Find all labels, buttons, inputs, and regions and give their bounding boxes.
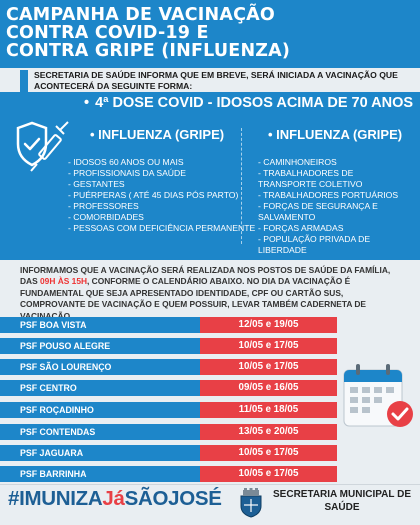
list-item: - FORÇAS ARMADAS bbox=[258, 223, 344, 233]
title-line: CONTRA GRIPE (INFLUENZA) bbox=[6, 41, 291, 61]
influenza-right-title-text: INFLUENZA (GRIPE) bbox=[276, 127, 403, 142]
hashtag-part-2: Já bbox=[102, 487, 125, 510]
list-item: - POPULAÇÃO PRIVADA DE LIBERDADE bbox=[258, 234, 371, 255]
vaccination-notice: INFORMAMOS QUE A VACINAÇÃO SERÁ REALIZAD… bbox=[20, 265, 408, 322]
schedule-dates: 10/05 e 17/05 bbox=[200, 359, 337, 375]
secretaria-name: SECRETARIA MUNICIPAL DE SAÚDE bbox=[273, 489, 411, 513]
schedule-dates: 10/05 e 17/05 bbox=[200, 338, 337, 354]
schedule-site: PSF BARRINHA bbox=[0, 466, 200, 482]
fourth-dose-text: 4ª DOSE COVID - IDOSOS ACIMA DE 70 ANOS bbox=[95, 95, 414, 111]
fourth-dose-title: • 4ª DOSE COVID - IDOSOS ACIMA DE 70 ANOS bbox=[84, 95, 413, 111]
hashtag-part-3: SÃOJOSÉ bbox=[124, 487, 222, 510]
list-item: - COMORBIDADES bbox=[68, 212, 144, 222]
list-item: - IDOSOS 60 ANOS OU MAIS bbox=[68, 157, 184, 167]
title-line: CAMPANHA DE VACINAÇÃO bbox=[6, 5, 275, 25]
intro-text: SECRETARIA DE SAÚDE INFORMA QUE EM BREVE… bbox=[34, 70, 398, 91]
influenza-left-title: • INFLUENZA (GRIPE) bbox=[90, 127, 225, 142]
schedule-row: PSF POUSO ALEGRE 10/05 e 17/05 bbox=[0, 338, 420, 354]
schedule-row: PSF JAGUARA 10/05 e 17/05 bbox=[0, 445, 420, 461]
intro-box: SECRETARIA DE SAÚDE INFORMA QUE EM BREVE… bbox=[20, 70, 405, 92]
header-banner: CAMPANHA DE VACINAÇÃO CONTRA COVID-19 E … bbox=[0, 0, 420, 68]
calendar-check-icon bbox=[343, 364, 413, 427]
municipal-crest-icon bbox=[240, 488, 262, 518]
campaign-title: CAMPANHA DE VACINAÇÃO CONTRA COVID-19 E … bbox=[6, 6, 290, 60]
schedule-dates: 12/05 e 19/05 bbox=[200, 317, 337, 333]
list-item: - PESSOAS COM DEFICIÊNCIA PERMANENTE bbox=[68, 223, 256, 233]
intro-accent-bar bbox=[20, 70, 28, 92]
schedule-row: PSF BOA VISTA 12/05 e 19/05 bbox=[0, 317, 420, 333]
footer bbox=[0, 484, 420, 525]
influenza-right-title: • INFLUENZA (GRIPE) bbox=[268, 127, 403, 142]
influenza-left-title-text: INFLUENZA (GRIPE) bbox=[98, 127, 225, 142]
schedule-site: PSF JAGUARA bbox=[0, 445, 200, 461]
influenza-right-list: - CAMINHONEIROS - TRABALHADORES DE TRANS… bbox=[258, 157, 408, 256]
hashtag: #IMUNIZAJáSÃOJOSÉ bbox=[8, 487, 222, 511]
list-item: - TRABALHADORES PORTUÁRIOS bbox=[258, 190, 399, 200]
list-item: - PROFISSIONAIS DA SAÚDE bbox=[68, 168, 186, 178]
schedule-site: PSF POUSO ALEGRE bbox=[0, 338, 200, 354]
vaccination-groups-panel bbox=[0, 92, 420, 260]
schedule-dates: 10/05 e 17/05 bbox=[200, 445, 337, 461]
schedule-dates: 13/05 e 20/05 bbox=[200, 424, 337, 440]
schedule-site: PSF CENTRO bbox=[0, 380, 200, 396]
notice-part-1: INFORMAMOS QUE A VACINAÇÃO SERÁ REALIZAD… bbox=[20, 265, 391, 287]
notice-part-2: , CONFORME O CALENDÁRIO ABAIXO. NO DIA D… bbox=[20, 276, 367, 321]
schedule-site: PSF ROÇADINHO bbox=[0, 402, 200, 418]
syringe-shield-icon bbox=[16, 121, 69, 172]
column-divider bbox=[241, 128, 242, 244]
list-item: - FORÇAS DE SEGURANÇA E SALVAMENTO bbox=[258, 201, 378, 222]
schedule-site: PSF CONTENDAS bbox=[0, 424, 200, 440]
schedule-site: PSF BOA VISTA bbox=[0, 317, 200, 333]
list-item: - GESTANTES bbox=[68, 179, 125, 189]
list-item: - PUÉRPERAS ( ATÉ 45 DIAS PÓS PARTO) bbox=[68, 190, 239, 200]
schedule-dates: 10/05 e 17/05 bbox=[200, 466, 337, 482]
schedule-row: PSF CENTRO 09/05 e 16/05 bbox=[0, 380, 420, 396]
schedule-row: PSF SÃO LOURENÇO 10/05 e 17/05 bbox=[0, 359, 420, 375]
schedule-row: PSF ROÇADINHO 11/05 e 18/05 bbox=[0, 402, 420, 418]
influenza-left-list: - IDOSOS 60 ANOS OU MAIS - PROFISSIONAIS… bbox=[68, 157, 255, 234]
title-line: CONTRA COVID-19 E bbox=[6, 23, 209, 43]
schedule-row: PSF BARRINHA 10/05 e 17/05 bbox=[0, 466, 420, 482]
list-item: - PROFESSORES bbox=[68, 201, 139, 211]
hashtag-part-1: #IMUNIZA bbox=[8, 487, 103, 510]
schedule-site: PSF SÃO LOURENÇO bbox=[0, 359, 200, 375]
schedule-dates: 09/05 e 16/05 bbox=[200, 380, 337, 396]
notice-hours: 09H ÀS 15H bbox=[40, 276, 88, 287]
schedule-row: PSF CONTENDAS 13/05 e 20/05 bbox=[0, 424, 420, 440]
schedule-dates: 11/05 e 18/05 bbox=[200, 402, 337, 418]
list-item: - CAMINHONEIROS bbox=[258, 157, 337, 167]
bullet: • bbox=[84, 95, 90, 111]
list-item: - TRABALHADORES DE TRANSPORTE COLETIVO bbox=[258, 168, 363, 189]
